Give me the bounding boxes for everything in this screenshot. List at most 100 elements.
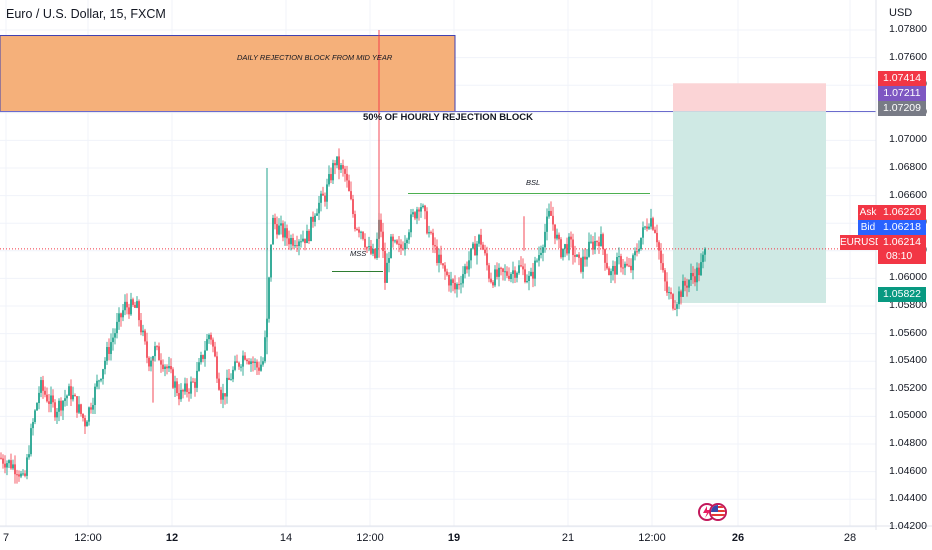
candle-body	[504, 271, 506, 273]
candle-body	[192, 381, 194, 383]
candle-body	[496, 269, 498, 277]
candle-body	[478, 234, 480, 244]
candle-body	[576, 254, 578, 257]
candle-body	[416, 209, 418, 219]
candle-body	[552, 215, 554, 225]
candle-body	[114, 333, 116, 338]
target-price-badge: 1.05822	[878, 287, 926, 302]
time-tick-label: 12:00	[74, 532, 102, 544]
candle-body	[340, 165, 342, 170]
candle-body	[116, 321, 118, 334]
candle-body	[486, 253, 488, 266]
candle-body	[278, 225, 280, 235]
candle-body	[354, 214, 356, 230]
line-price-badge: 1.07209	[878, 101, 926, 116]
candle-body	[636, 251, 638, 253]
half-line-label: 50% OF HOURLY REJECTION BLOCK	[363, 112, 533, 123]
candle-body	[466, 266, 468, 270]
candle-body	[602, 234, 604, 250]
candle-body	[300, 241, 302, 243]
candle-body	[460, 283, 462, 285]
candle-body	[564, 244, 566, 249]
candle-body	[508, 275, 510, 280]
candle-body	[684, 280, 686, 286]
candle-body	[588, 241, 590, 257]
candle-body	[204, 350, 206, 359]
candle-body	[550, 210, 552, 216]
candle-body	[428, 232, 430, 234]
candle-body	[256, 361, 258, 368]
candle-body	[334, 163, 336, 166]
price-tick-label: 1.05200	[889, 381, 927, 394]
candle-body	[38, 392, 40, 404]
candle-body	[694, 276, 696, 283]
candle-body	[88, 407, 90, 422]
candle-body	[520, 265, 522, 267]
candle-body	[228, 377, 230, 380]
candle-body	[680, 291, 682, 297]
candle-body	[230, 379, 232, 381]
bid-price-badge: 1.06218	[878, 220, 926, 235]
candle-body	[346, 173, 348, 181]
candle-body	[150, 360, 152, 367]
candle-body	[374, 248, 376, 258]
candle-body	[110, 342, 112, 354]
candle-body	[568, 236, 570, 254]
candle-body	[330, 174, 332, 181]
candle-body	[20, 473, 22, 477]
candle-body	[236, 361, 238, 363]
candle-body	[120, 313, 122, 318]
candle-body	[138, 301, 140, 321]
time-tick-label: 28	[843, 532, 857, 544]
candle-body	[704, 248, 706, 255]
candle-body	[76, 396, 78, 413]
candle-body	[336, 156, 338, 166]
candle-body	[454, 282, 456, 290]
candle-body	[406, 239, 408, 244]
ask-tag: Ask	[858, 205, 878, 220]
us-flag-icon[interactable]	[709, 503, 727, 521]
candle-body	[216, 356, 218, 379]
candle-body	[214, 346, 216, 357]
candles	[0, 30, 706, 484]
candle-body	[604, 249, 606, 263]
candle-body	[24, 473, 26, 476]
candle-body	[52, 395, 54, 403]
candle-body	[484, 249, 486, 254]
candle-body	[560, 239, 562, 258]
price-tick-label: 1.04400	[889, 492, 927, 505]
candle-body	[264, 337, 266, 362]
candle-body	[198, 362, 200, 371]
time-tick-label: 12	[165, 532, 179, 544]
price-tick-label: 1.06800	[889, 161, 927, 173]
candle-body	[96, 380, 98, 387]
candle-body	[326, 184, 328, 202]
candle-body	[426, 211, 428, 234]
time-tick-label: 21	[561, 532, 575, 544]
candle-body	[288, 238, 290, 245]
candle-body	[72, 394, 74, 400]
price-tick-label: 1.05800	[889, 299, 927, 311]
candle-body	[546, 216, 548, 232]
candle-body	[28, 454, 30, 458]
candle-body	[132, 299, 134, 305]
candle-body	[626, 263, 628, 266]
candle-body	[600, 234, 602, 247]
candle-body	[412, 212, 414, 215]
candle-body	[270, 244, 272, 278]
candle-body	[42, 380, 44, 391]
candle-body	[244, 355, 246, 360]
candle-body	[606, 262, 608, 269]
candle-body	[430, 232, 432, 234]
candle-body	[188, 391, 190, 394]
candle-body	[628, 265, 630, 267]
candle-body	[178, 393, 180, 400]
candle-body	[506, 271, 508, 276]
candle-body	[514, 270, 516, 278]
candle-body	[276, 224, 278, 235]
candle-body	[620, 256, 622, 268]
candle-body	[332, 163, 334, 181]
candle-body	[350, 191, 352, 200]
candle-body	[36, 403, 38, 411]
